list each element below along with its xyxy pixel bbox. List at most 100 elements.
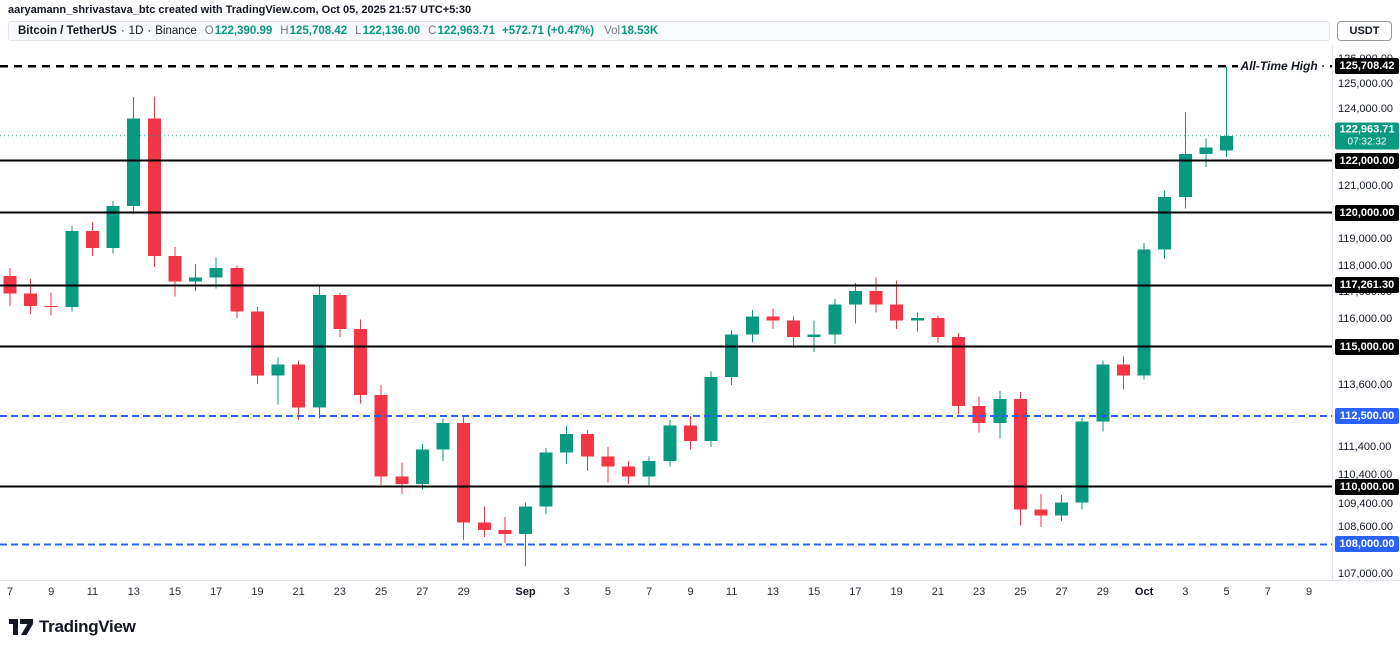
candle-body: [477, 522, 491, 530]
price-tick-label: 116,000.00: [1338, 313, 1393, 326]
low-value: 122,136.00: [362, 25, 421, 37]
candle-body: [993, 399, 1007, 423]
change-value: +572.71 (+0.47%): [502, 25, 595, 37]
price-tick-label: 110,400.00: [1338, 469, 1393, 482]
candle-body: [498, 529, 512, 535]
time-axis-label: Oct: [1134, 586, 1154, 598]
last-price-value: 122,963.71: [1339, 123, 1395, 136]
candle-body: [972, 406, 986, 423]
candle-body: [869, 291, 883, 305]
candle-body: [209, 268, 223, 278]
volume-label: Vol: [604, 25, 621, 37]
time-axis-label: 29: [457, 586, 470, 598]
all-time-high-label: All-Time High ·: [1237, 59, 1328, 74]
candle-body: [910, 318, 924, 321]
time-axis-label: 3: [563, 586, 570, 598]
currency-button[interactable]: USDT: [1337, 21, 1392, 41]
candle-body: [1220, 135, 1234, 151]
candle-body: [1096, 364, 1110, 422]
legend-separator: ·: [147, 25, 152, 37]
time-axis-label: 19: [251, 586, 264, 598]
time-axis-label: 29: [1096, 586, 1109, 598]
open-label: O: [204, 25, 214, 37]
close-label: C: [428, 25, 437, 37]
candle-body: [952, 337, 966, 407]
time-axis-label: Sep: [515, 586, 536, 598]
time-axis-label: 3: [1182, 586, 1189, 598]
symbol-title[interactable]: Bitcoin / TetherUS: [18, 25, 117, 37]
high-value: 125,708.42: [289, 25, 348, 37]
tradingview-logo[interactable]: TradingView: [8, 616, 136, 638]
price-axis[interactable]: 126,000.00125,000.00124,000.00121,000.00…: [1332, 45, 1400, 580]
candle-body: [312, 295, 326, 408]
tradingview-logo-icon: [9, 619, 33, 635]
tradingview-logo-text: TradingView: [39, 617, 136, 636]
price-tick-label: 109,400.00: [1338, 497, 1394, 510]
price-level-badge: 108,000.00: [1335, 536, 1399, 553]
candle-body: [1075, 421, 1089, 503]
price-tick-label: 119,000.00: [1338, 232, 1393, 245]
price-level-badge: 115,000.00: [1335, 338, 1399, 355]
candle-body: [642, 460, 656, 477]
candle-body: [539, 452, 553, 507]
candle-body: [766, 316, 780, 321]
time-axis-label: 23: [973, 586, 986, 598]
exchange-label: Binance: [155, 25, 197, 37]
candle-body: [436, 422, 450, 450]
candle-body: [127, 118, 141, 207]
time-axis-label: 27: [416, 586, 429, 598]
candle-body: [457, 422, 471, 523]
time-axis[interactable]: 7 9 11 13 15 17 19 21 23 25 27 29 Sep 3 5 7 9 11 13 15 17 19 2…: [0, 580, 1400, 605]
price-tick-label: 113,600.00: [1338, 379, 1393, 392]
time-axis-label: 9: [48, 586, 55, 598]
time-axis-label: 25: [1014, 586, 1027, 598]
candle-body: [663, 425, 677, 461]
candle-body: [44, 305, 58, 308]
candlestick-chart: [0, 65, 1332, 566]
candle-body: [106, 206, 120, 249]
chart-plot[interactable]: All-Time High ·: [0, 45, 1332, 580]
candle-body: [683, 425, 697, 442]
candle-body: [580, 434, 594, 457]
time-axis-label: 9: [687, 586, 694, 598]
time-axis-label: 13: [127, 586, 140, 598]
volume-value: 18.53K: [621, 25, 659, 37]
candle-body: [354, 328, 368, 395]
candle-body: [1137, 249, 1151, 376]
time-axis-label: 19: [890, 586, 903, 598]
candle-body: [395, 476, 409, 484]
interval-label[interactable]: 1D: [128, 25, 144, 37]
time-axis-label: 5: [1223, 586, 1230, 598]
time-axis-label: 11: [86, 586, 99, 598]
candle-body: [1013, 399, 1027, 510]
time-axis-label: 9: [1305, 586, 1313, 598]
candle-body: [787, 320, 801, 338]
candle-body: [24, 293, 38, 306]
candle-body: [560, 434, 574, 453]
candle-body: [333, 295, 347, 329]
candle-body: [1158, 196, 1172, 250]
price-tick-label: 124,000.00: [1338, 103, 1394, 116]
candle-body: [147, 118, 161, 257]
candle-body: [890, 304, 904, 321]
last-price-badge: 122,963.71 07:32:32: [1335, 122, 1399, 150]
price-level-badge: 112,500.00: [1335, 407, 1399, 424]
price-level-badge: 120,000.00: [1335, 204, 1399, 221]
price-level-badge: 117,261.30: [1335, 277, 1399, 294]
candle-body: [745, 316, 759, 335]
time-axis-label: 7: [6, 586, 14, 598]
close-value: 122,963.71: [437, 25, 496, 37]
candle-body: [415, 449, 429, 484]
price-level-badge: 110,000.00: [1335, 478, 1399, 495]
low-label: L: [355, 25, 362, 37]
candle-body: [828, 304, 842, 335]
candle-body: [292, 364, 306, 408]
legend-bar: Bitcoin / TetherUS · 1D · Binance O 122,…: [8, 21, 1330, 41]
candle-body: [807, 334, 821, 338]
candle-body: [65, 231, 79, 308]
price-tick-label: 125,000.00: [1338, 78, 1394, 91]
candle-body: [271, 364, 285, 376]
legend-separator: ·: [120, 25, 125, 37]
candle-body: [848, 291, 862, 305]
time-axis-label: 7: [646, 586, 653, 598]
